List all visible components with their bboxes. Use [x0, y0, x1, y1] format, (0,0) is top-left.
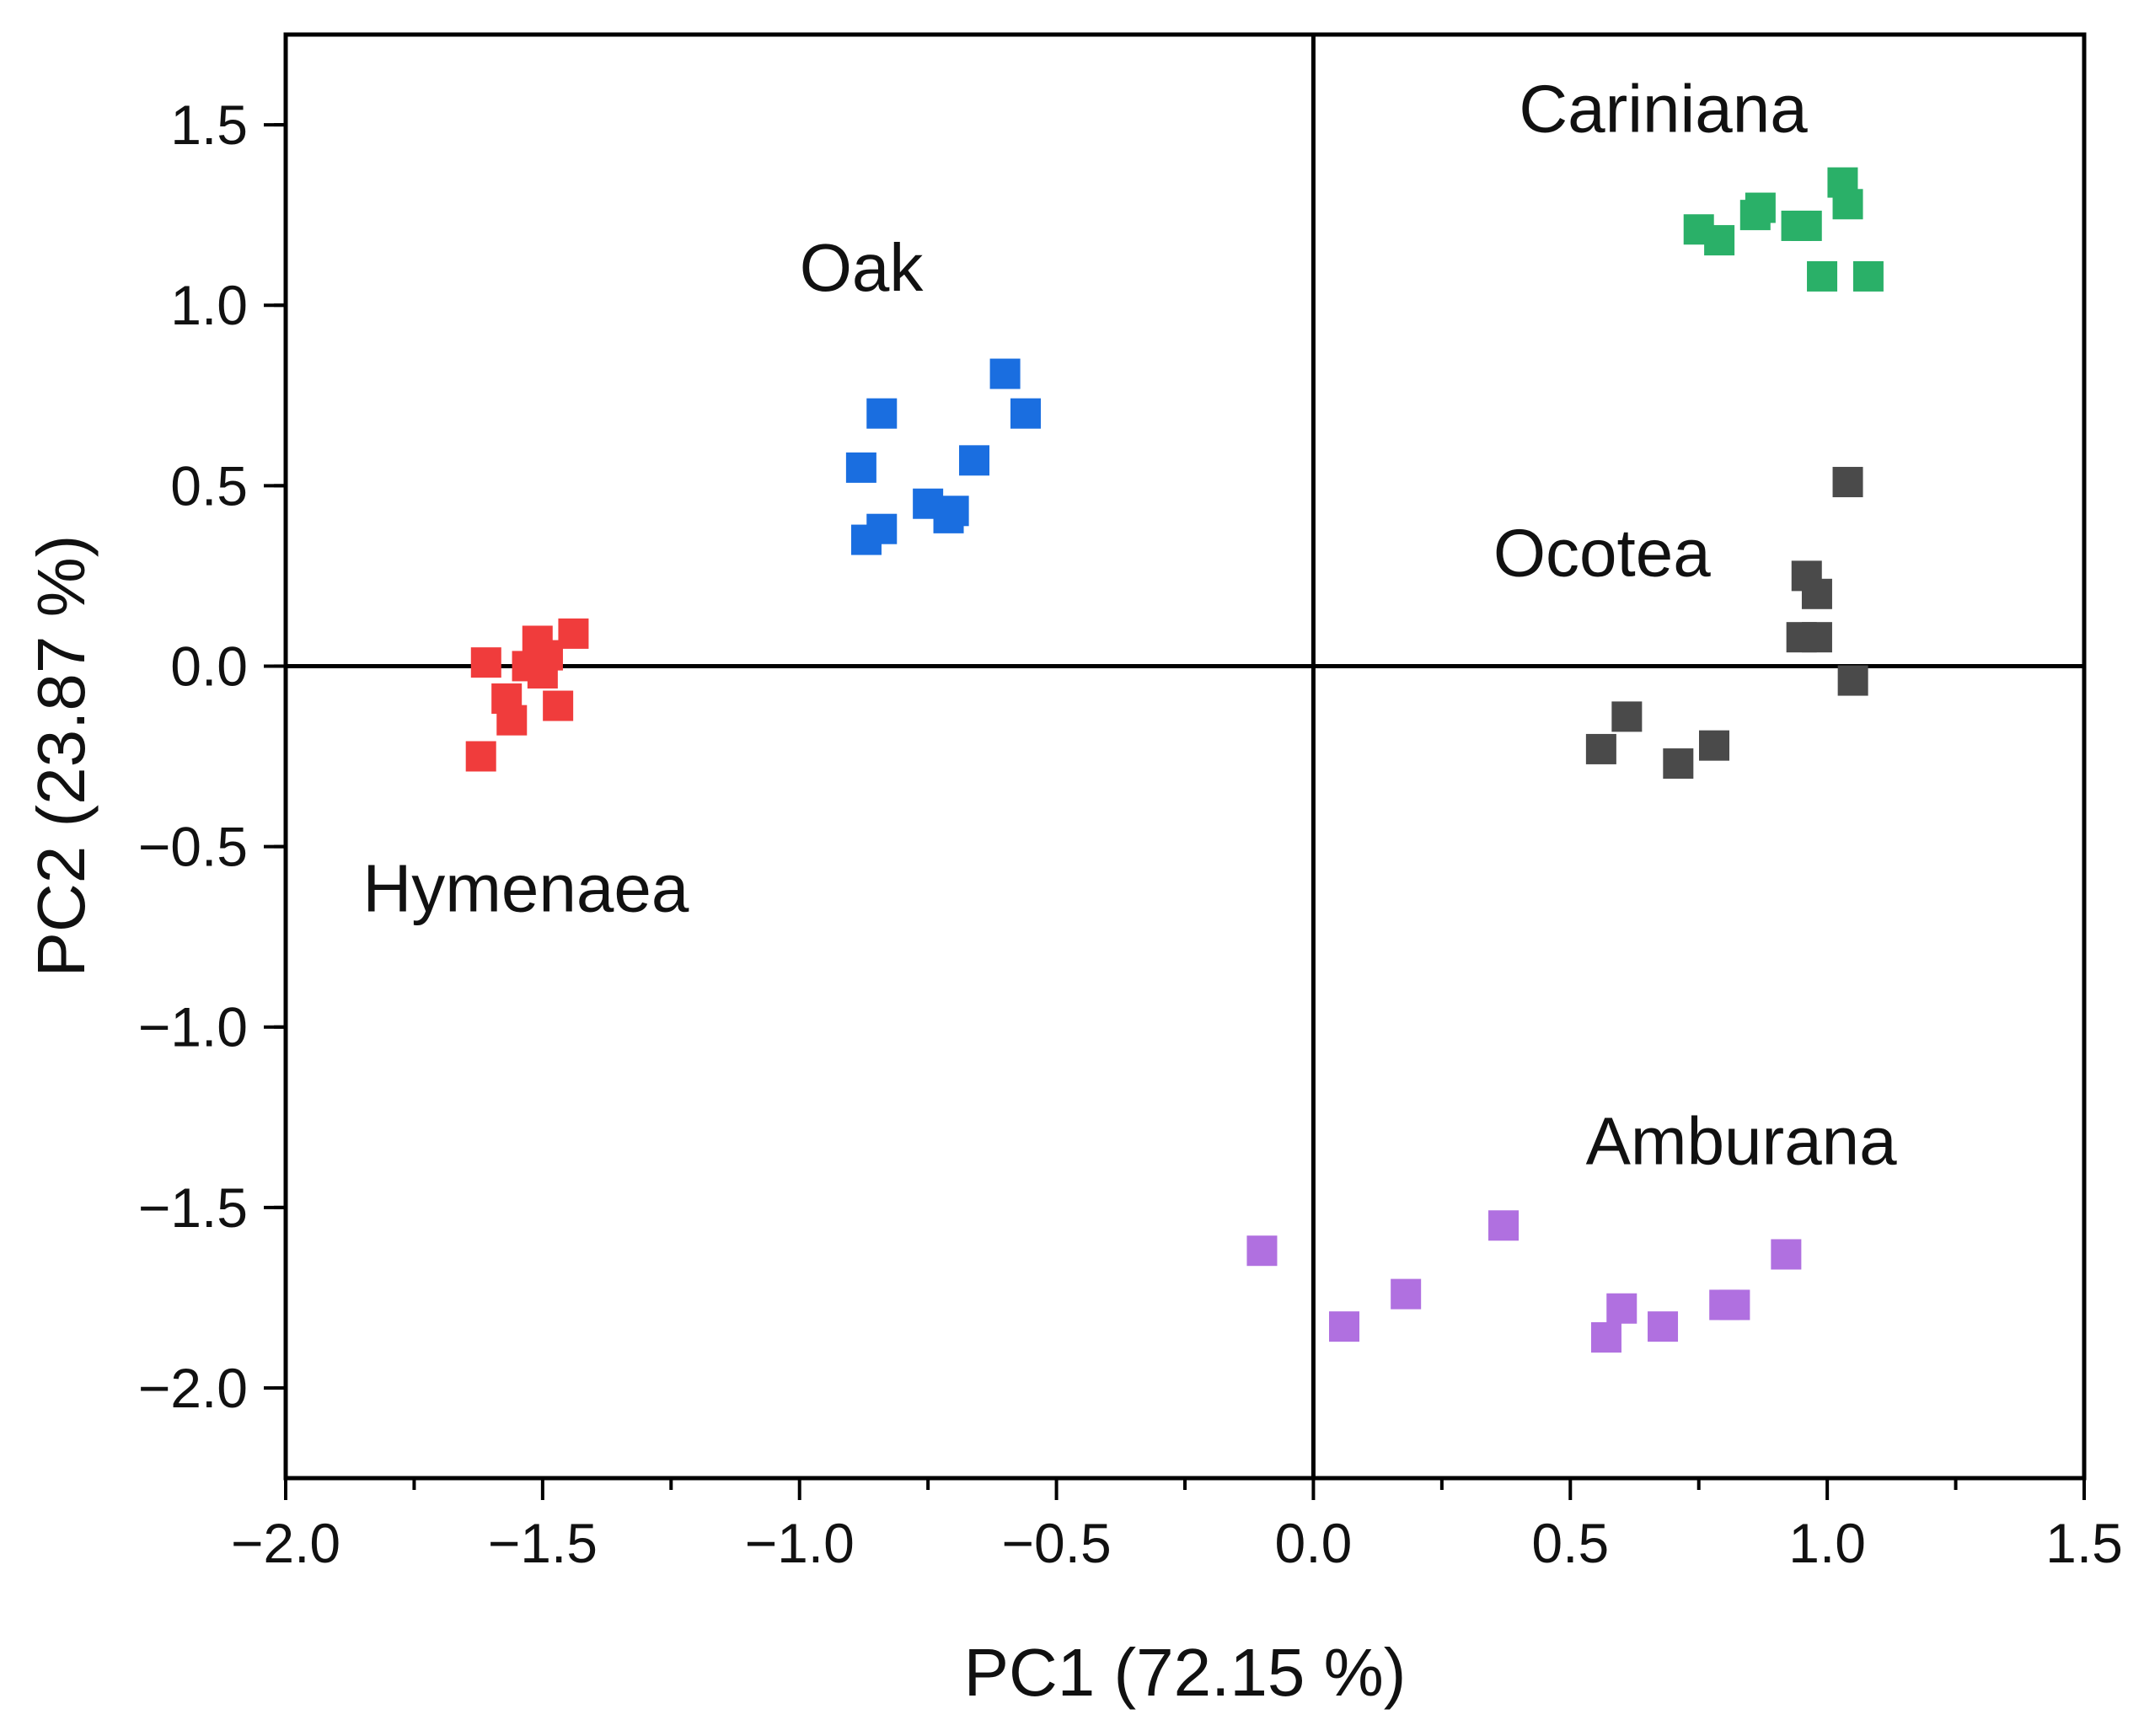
y-tick-label: 0.0 — [170, 635, 248, 697]
point-oak — [1010, 398, 1041, 429]
point-cariniana — [1704, 225, 1735, 256]
point-cariniana — [1852, 260, 1884, 292]
point-oak — [989, 358, 1021, 389]
x-tick-label: −0.5 — [1001, 1512, 1111, 1574]
x-tick-label: 1.0 — [1788, 1512, 1866, 1574]
point-amburana — [1606, 1293, 1637, 1324]
y-tick-label: 1.0 — [170, 274, 248, 336]
point-oak — [845, 452, 876, 483]
x-tick-label: 1.5 — [2045, 1512, 2123, 1574]
y-tick-label: −1.0 — [138, 996, 248, 1058]
point-amburana — [1719, 1289, 1750, 1321]
y-axis-label: PC2 (23.87 %) — [24, 535, 99, 978]
y-tick-label: −1.5 — [138, 1176, 248, 1239]
y-tick-label: 0.5 — [170, 454, 248, 517]
y-tick-label: −2.0 — [138, 1357, 248, 1419]
point-ocotea — [1837, 665, 1868, 696]
point-oak — [933, 502, 964, 533]
point-hymenaea — [558, 618, 589, 649]
point-ocotea — [1832, 467, 1863, 498]
group-labels: Hymenaea Oak Cariniana Ocotea Amburana — [362, 72, 1897, 1179]
point-ocotea — [1801, 622, 1832, 653]
group-label-ocotea: Ocotea — [1493, 515, 1711, 590]
point-oak — [850, 524, 882, 555]
point-amburana — [1590, 1321, 1621, 1353]
point-hymenaea — [496, 705, 528, 736]
point-cariniana — [1739, 200, 1771, 231]
data-points — [465, 167, 1884, 1353]
x-tick-label: 0.5 — [1531, 1512, 1609, 1574]
y-tick-label: 1.5 — [170, 94, 248, 156]
point-amburana — [1771, 1239, 1802, 1270]
point-ocotea — [1699, 730, 1730, 761]
group-label-amburana: Amburana — [1586, 1103, 1898, 1178]
point-hymenaea — [543, 690, 574, 721]
point-oak — [866, 398, 898, 429]
point-hymenaea — [470, 647, 501, 678]
point-amburana — [1391, 1278, 1422, 1310]
x-tick-label: −2.0 — [231, 1512, 340, 1574]
point-amburana — [1246, 1235, 1278, 1267]
point-oak — [959, 445, 990, 476]
x-tick-label: −1.5 — [488, 1512, 598, 1574]
x-axis-label: PC1 (72.15 %) — [964, 1635, 1407, 1710]
point-hymenaea — [527, 658, 558, 689]
x-tick-label: −1.0 — [745, 1512, 855, 1574]
plot-frame — [283, 32, 2087, 1481]
point-cariniana — [1791, 210, 1822, 241]
point-cariniana — [1832, 189, 1863, 220]
group-label-cariniana: Cariniana — [1519, 72, 1808, 147]
point-amburana — [1329, 1311, 1360, 1342]
point-ocotea — [1611, 701, 1643, 732]
point-amburana — [1648, 1311, 1679, 1342]
y-tick-label: −0.5 — [138, 816, 248, 878]
point-ocotea — [1585, 733, 1616, 764]
point-hymenaea — [465, 741, 496, 772]
group-label-oak: Oak — [800, 230, 925, 305]
x-tick-label: 0.0 — [1275, 1512, 1353, 1574]
point-cariniana — [1807, 260, 1838, 292]
point-ocotea — [1663, 748, 1694, 780]
point-amburana — [1488, 1210, 1520, 1241]
axis-ticks: −2.0 −1.5 −1.0 −0.5 0.0 0.5 1.0 1.5 1.5 1.0 0.5 0.0… — [138, 94, 2123, 1574]
group-label-hymenaea: Hymenaea — [362, 851, 689, 926]
point-ocotea — [1801, 578, 1832, 609]
